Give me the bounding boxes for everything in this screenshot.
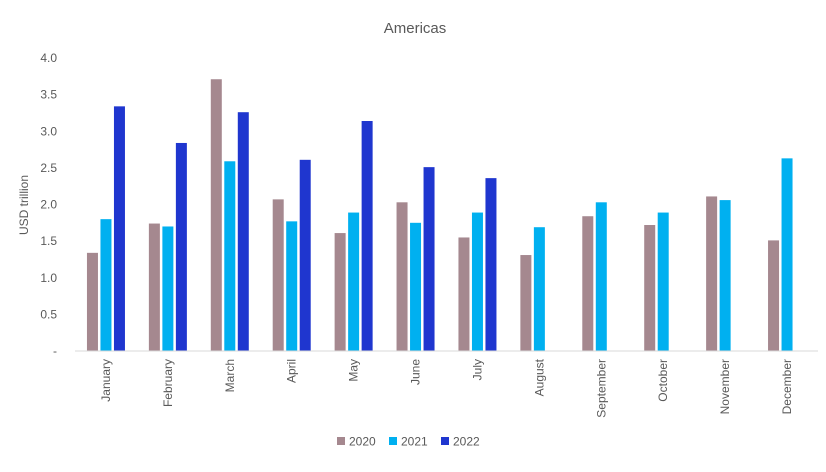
bar-2020-february xyxy=(148,223,160,351)
x-axis-ticks: January February March April May June July Augu… xyxy=(99,358,794,417)
y-tick-label: 3.0 xyxy=(40,124,57,138)
bar-2020-july xyxy=(458,237,470,351)
bar-2020-june xyxy=(396,202,408,351)
bar-2021-september xyxy=(595,202,607,351)
bar-2021-february xyxy=(162,226,174,351)
legend-swatch-2020 xyxy=(337,437,345,445)
bar-2021-august xyxy=(533,227,545,351)
bar-2022-february xyxy=(175,142,187,351)
x-tick-label: December xyxy=(780,359,794,414)
bar-2022-march xyxy=(237,112,249,351)
legend-label: 2021 xyxy=(401,435,428,449)
y-tick-label: 3.5 xyxy=(40,88,57,102)
bars xyxy=(86,79,793,352)
x-tick-label: January xyxy=(99,359,113,402)
bar-2021-june xyxy=(410,222,422,351)
bar-2020-november xyxy=(706,196,718,351)
bar-2021-march xyxy=(224,161,236,351)
bar-2022-may xyxy=(361,120,373,352)
bar-2020-january xyxy=(86,252,98,351)
bar-2020-september xyxy=(582,216,594,351)
legend-swatch-2021 xyxy=(389,437,397,445)
y-axis-ticks: - 0.5 1.0 1.5 2.0 2.5 3.0 3.5 4.0 xyxy=(40,51,57,358)
x-tick-label: October xyxy=(656,359,670,402)
bar-2020-march xyxy=(210,79,222,352)
bar-2020-october xyxy=(644,225,656,351)
y-tick-label: 1.0 xyxy=(40,271,57,285)
y-tick-label: 2.0 xyxy=(40,198,57,212)
bar-2021-july xyxy=(471,212,483,351)
x-tick-label: August xyxy=(532,358,546,396)
y-tick-label: 2.5 xyxy=(40,161,57,175)
bar-2021-january xyxy=(100,219,112,351)
x-tick-label: September xyxy=(594,359,608,418)
x-tick-label: November xyxy=(718,359,732,414)
bar-2022-june xyxy=(423,167,435,351)
x-tick-label: July xyxy=(470,359,484,380)
x-tick-label: June xyxy=(409,359,423,385)
x-tick-label: April xyxy=(285,359,299,383)
legend: 2020 2021 2022 xyxy=(337,435,480,449)
legend-label: 2020 xyxy=(349,435,376,449)
bar-2020-august xyxy=(520,255,532,351)
bar-2021-november xyxy=(719,200,731,351)
bar-2020-april xyxy=(272,199,284,351)
x-tick-label: May xyxy=(347,359,361,382)
bar-2020-may xyxy=(334,233,346,351)
y-tick-label: 4.0 xyxy=(40,51,57,65)
y-tick-label: 1.5 xyxy=(40,234,57,248)
chart-title: Americas xyxy=(384,20,447,37)
legend-swatch-2022 xyxy=(441,437,449,445)
x-tick-label: March xyxy=(223,359,237,392)
bar-2022-april xyxy=(299,159,311,351)
y-axis-label: USD trillion xyxy=(17,175,31,235)
bar-2021-may xyxy=(348,212,360,351)
bar-2022-july xyxy=(485,178,497,351)
y-tick-label: 0.5 xyxy=(40,307,57,321)
bar-2021-april xyxy=(286,221,298,351)
bar-2022-january xyxy=(113,106,125,351)
x-tick-label: February xyxy=(161,359,175,407)
bar-2020-december xyxy=(768,240,780,351)
bar-2021-october xyxy=(657,212,669,351)
y-tick-label: - xyxy=(53,344,57,358)
legend-label: 2022 xyxy=(453,435,480,449)
bar-2021-december xyxy=(781,158,793,351)
